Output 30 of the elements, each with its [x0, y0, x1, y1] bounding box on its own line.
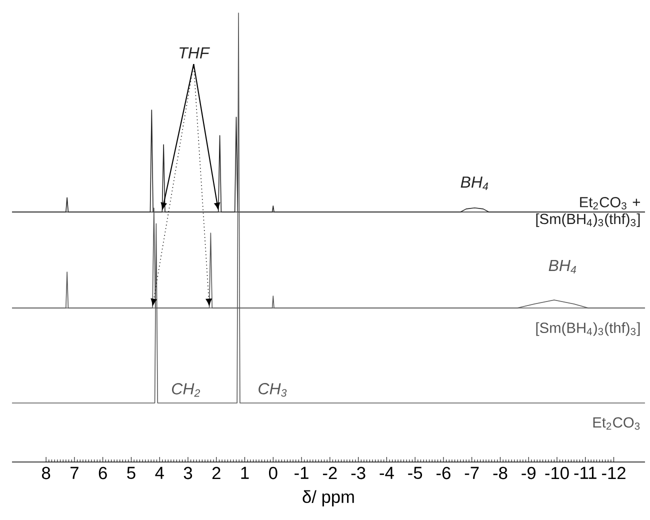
annotation: CH$_{3}$ — [258, 383, 287, 397]
x-tick-label: -5 — [408, 466, 422, 480]
annotation: CH$_{2}$ — [172, 383, 200, 397]
x-tick-label: -10 — [545, 466, 569, 480]
x-tick-label: -11 — [574, 466, 596, 479]
series-label: Et$_{2}$CO$_{3}$ — [593, 417, 640, 430]
x-tick-label: -3 — [351, 466, 366, 480]
x-tick-label: 6 — [98, 466, 107, 480]
x-tick-label: 3 — [184, 466, 192, 480]
series-label: [Sm(BH$_{4}$)$_{3}$(thf)$_{3}$] — [536, 322, 640, 336]
x-tick-label: 5 — [127, 466, 136, 480]
x-tick-label: 0 — [268, 466, 278, 480]
x-tick-label: 1 — [241, 466, 249, 479]
annotation: BH$_{4}$ — [548, 260, 576, 274]
x-tick-label: 7 — [70, 466, 78, 479]
x-tick-label: -9 — [522, 466, 536, 480]
x-tick-label: -6 — [436, 466, 450, 480]
x-tick-label: -8 — [493, 466, 508, 480]
x-tick-label: -4 — [380, 466, 394, 479]
annotation: THF — [180, 47, 210, 58]
annotation: BH$_{4}$ — [460, 176, 488, 190]
x-tick-label: -1 — [294, 466, 308, 479]
x-tick-label: 4 — [155, 466, 164, 479]
x-axis-title: δ/ ppm — [302, 490, 354, 506]
x-tick-label: -2 — [322, 466, 337, 480]
x-tick-label: 2 — [212, 466, 220, 480]
x-tick-label: 8 — [42, 466, 50, 480]
x-tick-label: -12 — [602, 466, 626, 480]
x-tick-label: -7 — [464, 466, 479, 479]
text: Et$_{2}$CO$_{3}$ + [Sm(BH$_{4}$)$_{3}$(thf)$_{3}$] — [536, 196, 640, 228]
